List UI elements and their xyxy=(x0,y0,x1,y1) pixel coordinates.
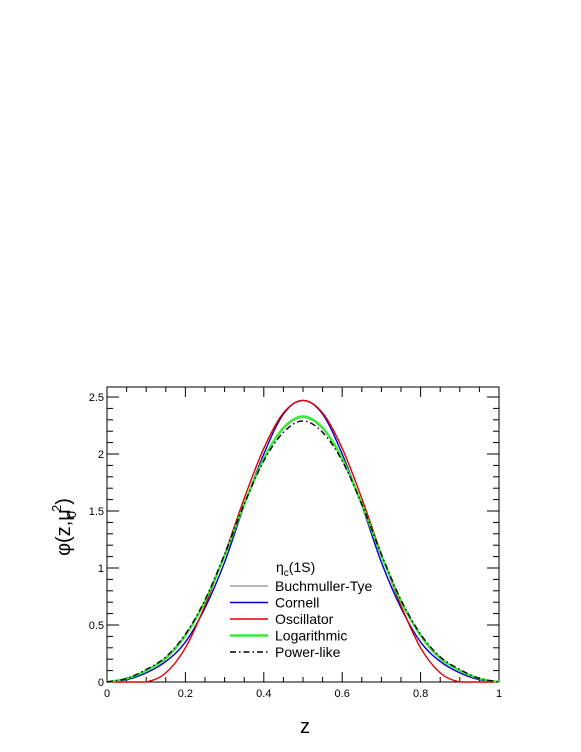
legend-label-logarithmic: Logarithmic xyxy=(275,628,347,644)
y-axis-title-close: ) xyxy=(53,498,75,505)
x-tick-label: 0.4 xyxy=(256,688,271,700)
y-axis-title-sup: 2 xyxy=(49,505,64,512)
legend-title-main: η xyxy=(276,559,284,575)
y-tick-label: 2 xyxy=(98,449,104,461)
x-tick-label: 0.2 xyxy=(178,688,193,700)
series-line-logarithmic xyxy=(106,415,500,684)
y-tick-label: 0.5 xyxy=(89,620,104,632)
series-line-power-like xyxy=(106,420,500,683)
legend-label-buchmuller-tye: Buchmuller-Tye xyxy=(275,578,372,594)
legend-title-sub: c xyxy=(284,568,289,579)
y-tick-label: 0 xyxy=(98,677,104,689)
legend-title: ηc(1S) xyxy=(276,559,315,579)
legend: ηc(1S) Buchmuller-TyeCornellOscillatorLo… xyxy=(230,559,372,660)
legend-title-rest: (1S) xyxy=(289,559,315,575)
y-tick-label: 1.5 xyxy=(89,506,104,518)
x-tick-label: 1 xyxy=(496,688,502,700)
y-tick-label: 1 xyxy=(98,563,104,575)
axis-ticks xyxy=(106,387,500,683)
tick-labels: 0 0.2 0.4 0.6 0.8 1 0 0.5 1 1.5 2 2.5 xyxy=(89,392,502,700)
x-axis-title: z xyxy=(300,716,310,738)
series-layer xyxy=(106,399,500,684)
legend-entries: Buchmuller-TyeCornellOscillatorLogarithm… xyxy=(230,578,372,660)
y-axis-title-sub: 0 xyxy=(64,511,79,518)
x-tick-label: 0.6 xyxy=(335,688,350,700)
legend-label-power-like: Power-like xyxy=(275,644,341,660)
y-axis-title-main: φ(z,μ xyxy=(53,509,75,556)
series-line-oscillator xyxy=(106,399,499,683)
legend-label-oscillator: Oscillator xyxy=(275,611,334,627)
legend-label-cornell: Cornell xyxy=(275,595,319,611)
y-axis-title: φ(z,μ02) xyxy=(49,498,79,556)
x-tick-label: 0 xyxy=(104,688,110,700)
x-tick-label: 0.8 xyxy=(413,688,428,700)
y-tick-label: 2.5 xyxy=(89,392,104,404)
